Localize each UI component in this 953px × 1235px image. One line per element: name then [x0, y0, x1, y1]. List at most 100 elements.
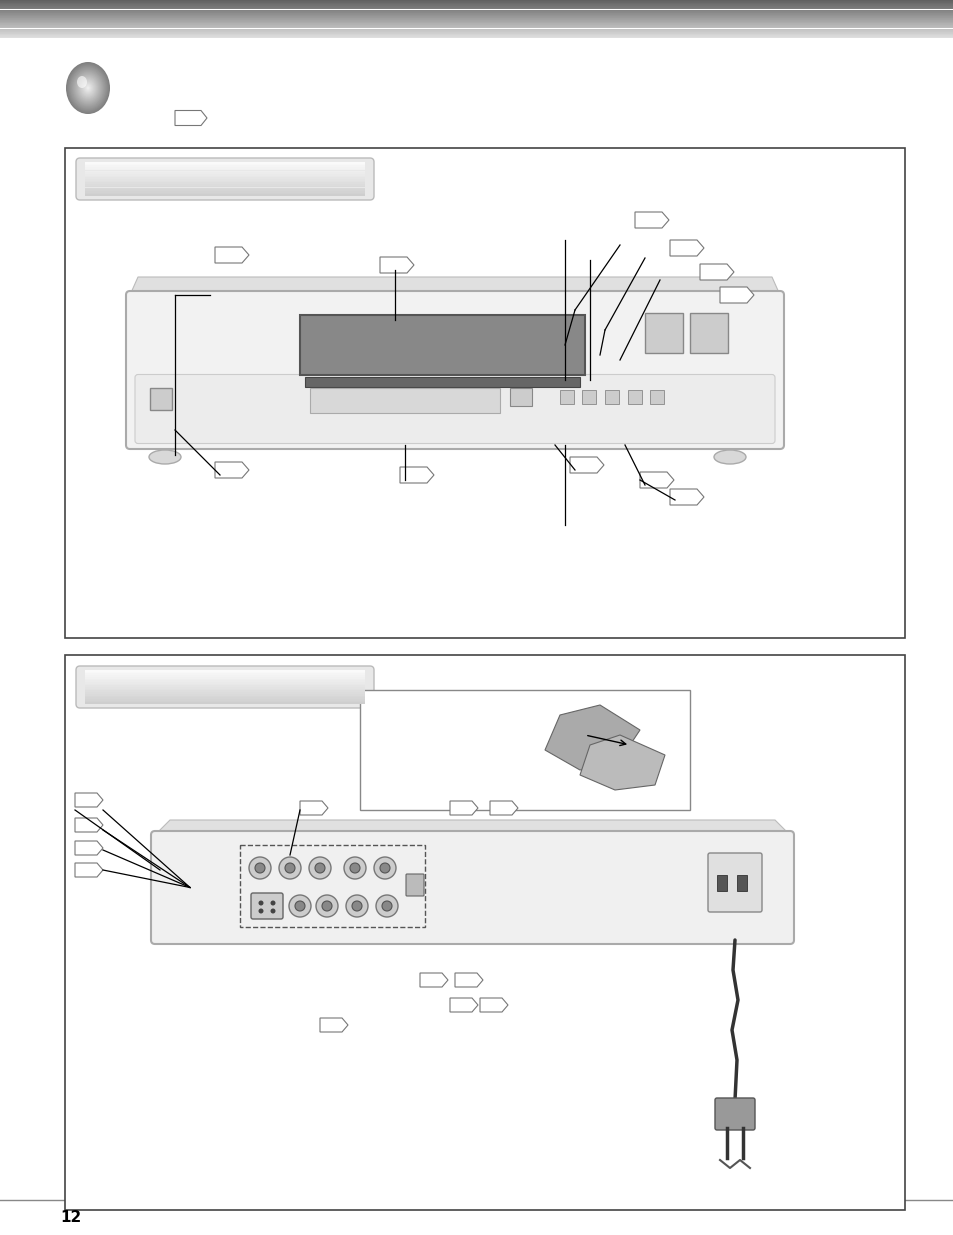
Polygon shape [450, 802, 477, 815]
Circle shape [381, 902, 392, 911]
Circle shape [258, 900, 263, 905]
Polygon shape [669, 489, 703, 505]
Ellipse shape [82, 82, 93, 95]
Ellipse shape [75, 73, 101, 103]
Ellipse shape [84, 83, 92, 93]
Ellipse shape [71, 68, 105, 107]
Bar [604, 389, 618, 404]
Circle shape [350, 863, 359, 873]
Bar [85, 162, 365, 164]
Ellipse shape [85, 84, 91, 91]
Ellipse shape [72, 70, 103, 106]
Circle shape [254, 863, 265, 873]
Polygon shape [130, 277, 780, 295]
FancyBboxPatch shape [251, 893, 283, 919]
Bar [85, 695, 365, 698]
FancyBboxPatch shape [135, 374, 774, 443]
Ellipse shape [71, 69, 104, 107]
Polygon shape [174, 110, 207, 126]
Bar [85, 684, 365, 685]
Ellipse shape [71, 67, 106, 109]
Circle shape [309, 857, 331, 879]
Bar [85, 700, 365, 703]
Bar [85, 682, 365, 684]
Bar [85, 193, 365, 194]
Bar [559, 389, 574, 404]
Bar [85, 692, 365, 694]
FancyBboxPatch shape [76, 666, 374, 708]
Bar [627, 389, 641, 404]
FancyBboxPatch shape [714, 1098, 754, 1130]
Circle shape [344, 857, 366, 879]
Ellipse shape [69, 65, 108, 111]
Bar [85, 172, 365, 174]
Bar [85, 191, 365, 193]
Ellipse shape [68, 64, 109, 112]
Ellipse shape [149, 450, 181, 464]
Bar [85, 689, 365, 690]
FancyBboxPatch shape [707, 853, 761, 911]
Bar [85, 690, 365, 692]
Bar [85, 188, 365, 189]
FancyBboxPatch shape [406, 874, 423, 897]
Circle shape [314, 863, 325, 873]
Ellipse shape [78, 77, 98, 100]
Circle shape [352, 902, 361, 911]
Bar [85, 672, 365, 673]
Bar [85, 698, 365, 699]
Ellipse shape [66, 62, 110, 114]
Polygon shape [214, 247, 249, 263]
Ellipse shape [83, 82, 93, 94]
Circle shape [346, 895, 368, 918]
Bar [717, 876, 726, 890]
Bar [85, 685, 365, 687]
Ellipse shape [80, 79, 95, 98]
Bar [150, 388, 172, 410]
Circle shape [379, 863, 390, 873]
Bar [85, 169, 365, 170]
Polygon shape [635, 212, 668, 228]
Circle shape [258, 909, 263, 914]
Bar [85, 678, 365, 680]
Ellipse shape [77, 77, 87, 88]
Circle shape [271, 909, 275, 914]
Bar [85, 174, 365, 175]
Polygon shape [479, 998, 507, 1011]
Bar [644, 312, 682, 353]
Bar [85, 183, 365, 184]
Circle shape [375, 895, 397, 918]
Bar [359, 690, 689, 810]
Circle shape [315, 895, 337, 918]
Bar [85, 680, 365, 682]
Ellipse shape [86, 85, 91, 91]
Polygon shape [299, 802, 328, 815]
Circle shape [249, 857, 271, 879]
Ellipse shape [81, 80, 94, 96]
Bar [85, 178, 365, 179]
Ellipse shape [87, 86, 89, 89]
Polygon shape [75, 793, 103, 806]
Bar [85, 676, 365, 677]
Ellipse shape [78, 77, 97, 99]
Ellipse shape [67, 63, 109, 112]
Bar [85, 671, 365, 672]
Bar [85, 180, 365, 183]
Bar [305, 377, 579, 387]
Bar [85, 167, 365, 169]
Bar [240, 845, 424, 927]
Ellipse shape [713, 450, 745, 464]
Polygon shape [544, 705, 639, 769]
Circle shape [289, 895, 311, 918]
Bar [85, 699, 365, 700]
Ellipse shape [86, 86, 90, 90]
Polygon shape [490, 802, 517, 815]
Bar [65, 148, 904, 638]
Bar [85, 164, 365, 165]
Bar [85, 694, 365, 695]
Bar [737, 876, 746, 890]
Ellipse shape [73, 70, 102, 105]
FancyBboxPatch shape [151, 831, 793, 944]
Polygon shape [419, 973, 448, 987]
Polygon shape [720, 287, 753, 303]
Polygon shape [214, 462, 249, 478]
